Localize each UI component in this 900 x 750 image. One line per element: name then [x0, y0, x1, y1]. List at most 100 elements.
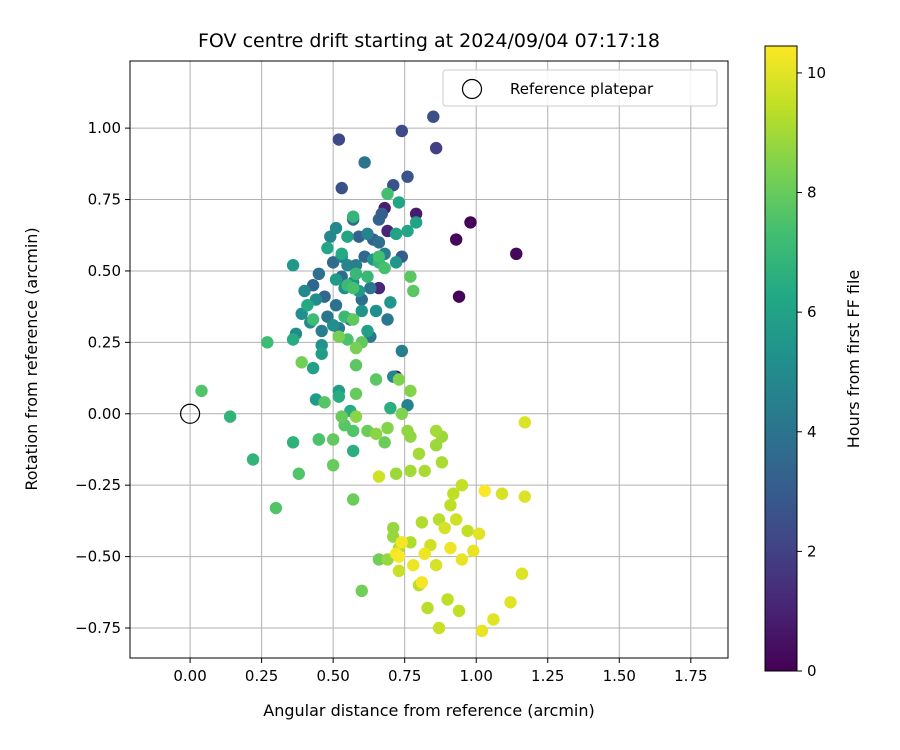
scatter-point — [395, 344, 409, 358]
y-tick-label: −0.25 — [75, 476, 121, 494]
scatter-point — [409, 216, 423, 229]
legend-marker-reference — [461, 78, 483, 100]
scatter-point — [346, 444, 360, 458]
scatter-point — [326, 319, 340, 332]
colorbar-tick-label: 10 — [807, 64, 826, 82]
scatter-point — [346, 313, 360, 326]
scatter-point — [341, 230, 354, 243]
colorbar-ticks: 0 2 4 6 8 10 — [797, 64, 826, 680]
y-tick-label: 0.75 — [88, 191, 121, 209]
scatter-point — [312, 267, 326, 281]
scatter-point — [246, 453, 260, 466]
scatter-point — [444, 541, 457, 555]
scatter-point — [381, 313, 394, 326]
scatter-point — [441, 593, 454, 606]
scatter-point — [306, 361, 320, 375]
colorbar-tick-label: 6 — [807, 303, 817, 321]
scatter-point — [335, 410, 348, 423]
scatter-point — [329, 221, 343, 235]
scatter-point — [415, 576, 429, 589]
scatter-point — [321, 241, 334, 255]
scatter-point — [389, 227, 403, 241]
scatter-point — [429, 141, 443, 155]
scatter-point — [407, 284, 420, 298]
scatter-point — [346, 210, 360, 223]
scatter-point — [444, 498, 457, 512]
scatter-point — [286, 436, 300, 449]
scatter-point — [518, 416, 532, 429]
scatter-point — [452, 604, 466, 618]
scatter-point — [361, 270, 374, 283]
scatter-point — [387, 521, 400, 535]
x-tick-label: 0.00 — [173, 667, 206, 685]
scatter-point — [389, 467, 403, 480]
colorbar: 0 2 4 6 8 10 Hours from first FF file — [764, 45, 863, 680]
scatter-point — [381, 187, 394, 201]
scatter-point — [389, 256, 403, 269]
scatter-point — [384, 401, 397, 415]
scatter-point — [421, 601, 434, 615]
scatter-point — [349, 387, 363, 400]
scatter-point — [449, 233, 463, 246]
colorbar-tick-label: 2 — [807, 542, 817, 560]
scatter-point — [326, 433, 340, 446]
scatter-point — [286, 259, 300, 272]
scatter-point — [427, 110, 440, 123]
scatter-point — [349, 341, 363, 355]
scatter-point — [355, 304, 368, 318]
scatter-point — [335, 247, 348, 261]
scatter-point — [392, 564, 406, 578]
scatter-point — [349, 410, 363, 423]
legend-box — [442, 69, 718, 107]
reference-marker — [179, 403, 201, 424]
scatter-point — [435, 456, 449, 469]
scatter-point — [369, 304, 383, 318]
scatter-point — [407, 558, 420, 572]
scatter-point — [404, 430, 417, 443]
scatter-point — [504, 596, 517, 609]
scatter-point — [332, 330, 346, 343]
reference-marker-group — [179, 403, 201, 424]
scatter-point — [318, 396, 331, 409]
scatter-point — [418, 464, 431, 478]
scatter-point — [412, 447, 426, 460]
scatter-point — [472, 527, 486, 540]
scatter-point — [346, 493, 360, 506]
plot-frame — [129, 60, 729, 659]
colorbar-label: Hours from first FF file — [844, 270, 863, 449]
colorbar-tick-label: 4 — [807, 423, 817, 441]
colorbar-tick-label: 0 — [807, 662, 817, 680]
scatter-point — [295, 356, 308, 369]
scatter-point — [467, 544, 480, 558]
scatter-point — [510, 247, 523, 261]
y-axis-label: Rotation from reference (arcmin) — [22, 227, 41, 490]
grid — [130, 61, 728, 658]
scatter-point — [404, 384, 417, 398]
y-tick-label: −0.50 — [75, 548, 121, 566]
scatter-point — [355, 584, 368, 598]
scatter-point — [372, 250, 386, 263]
scatter-point — [378, 436, 391, 449]
scatter-point — [401, 224, 414, 238]
scatter-point — [381, 421, 394, 435]
scatter-point — [395, 407, 409, 420]
scatter-point — [429, 558, 443, 572]
scatter-point — [415, 516, 429, 529]
scatter-point — [369, 427, 383, 440]
scatter-point — [372, 553, 386, 566]
x-tick-label: 0.25 — [245, 667, 278, 685]
scatter-point — [369, 373, 383, 386]
scatter-point — [447, 487, 460, 500]
colorbar-tick-label: 8 — [807, 184, 817, 202]
y-axis-ticks: −0.75 −0.50 −0.25 0.00 0.25 0.50 0.75 1.00 — [75, 119, 130, 637]
scatter-point — [349, 359, 363, 372]
scatter-point — [358, 156, 371, 169]
scatter-point — [346, 281, 360, 295]
scatter-point — [372, 281, 386, 295]
scatter-point — [195, 384, 208, 398]
scatter-point — [518, 490, 532, 503]
scatter-point — [335, 181, 348, 195]
scatter-point — [315, 339, 328, 352]
x-tick-label: 1.25 — [531, 667, 564, 685]
colorbar-gradient — [764, 45, 798, 672]
